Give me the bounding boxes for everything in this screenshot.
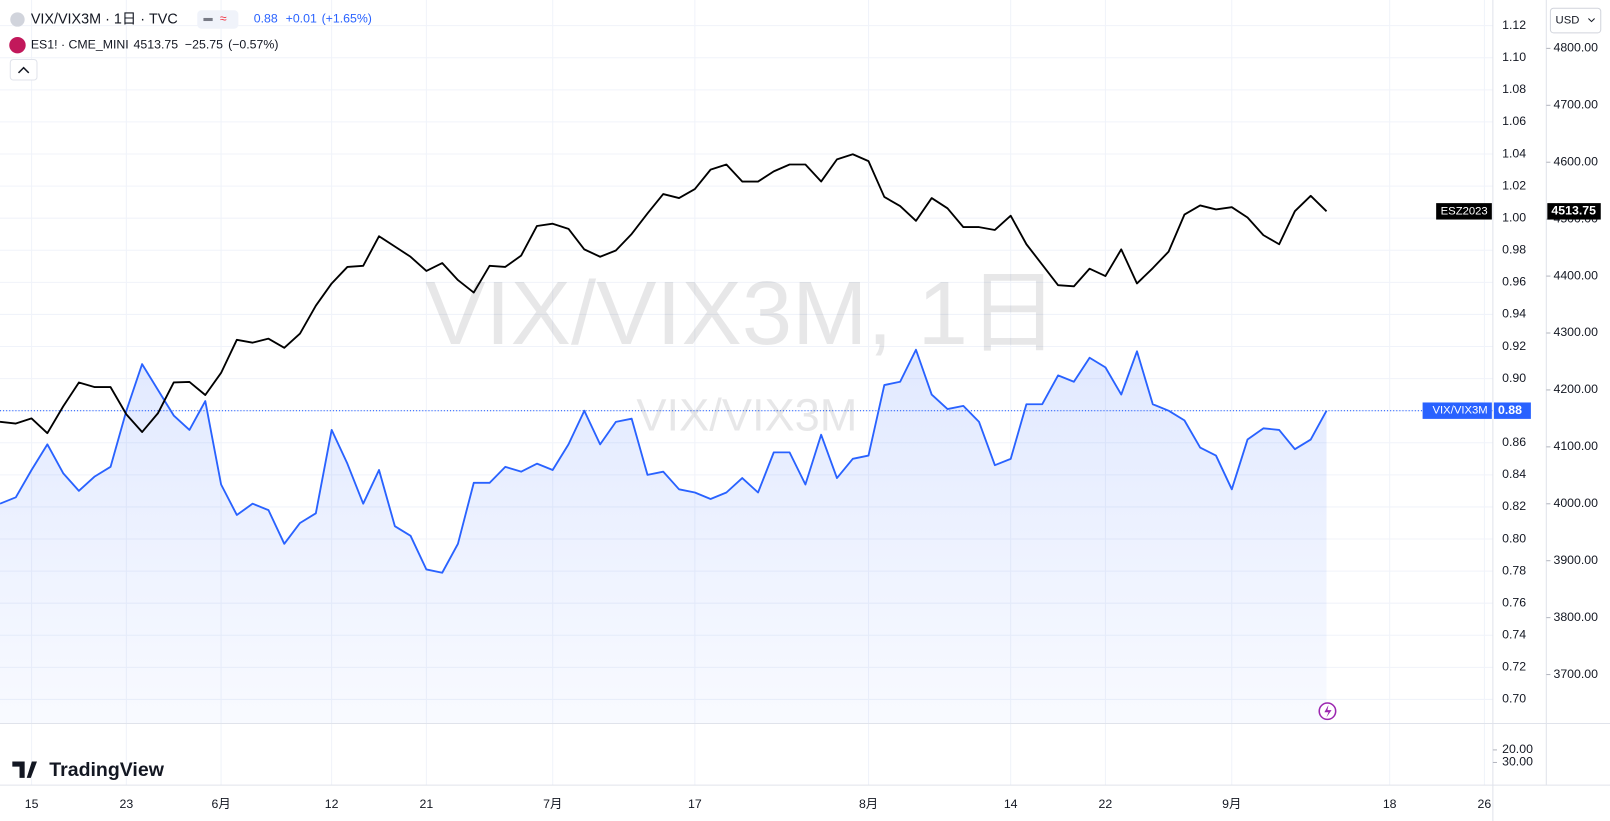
symbol-title: ES1! · CME_MINI (31, 37, 129, 51)
y-tick-label: 1.04 (1502, 146, 1526, 160)
collapse-button[interactable] (9, 59, 38, 81)
y2-tick-label: 4200.00 (1553, 382, 1598, 396)
change: −25.75 (185, 37, 223, 51)
x-tick-label: 9月 (1222, 797, 1241, 811)
x-tick-label: 18 (1383, 797, 1397, 811)
y2-tick-label: 3900.00 (1553, 553, 1598, 567)
logo-icon (12, 761, 37, 778)
change-pct: (+1.65%) (322, 12, 372, 26)
change: +0.01 (286, 12, 317, 26)
y2-tick-label: 4100.00 (1553, 439, 1598, 453)
area-fill (0, 349, 1327, 724)
watermark: VIX/VIX3M, 1日 (425, 263, 1058, 364)
icon (1588, 18, 1595, 23)
y3-tick-label: 30.00 (1502, 755, 1533, 769)
y-tick-label: 1.02 (1502, 178, 1526, 192)
series-badge-name: ESZ2023 (1441, 205, 1488, 217)
y-tick-label: 0.70 (1502, 692, 1526, 706)
y-tick-label: 1.12 (1502, 18, 1526, 32)
last-price: 4513.75 (134, 37, 179, 51)
last-value-badge (1493, 402, 1531, 419)
series-badge-name: VIX/VIX3M (1433, 405, 1488, 417)
y-tick-label: 0.98 (1502, 243, 1526, 257)
x-tick-label: 8月 (859, 797, 878, 811)
y-tick-label: 0.94 (1502, 307, 1526, 321)
watermark-sub: VIX/VIX3M (636, 390, 857, 441)
y-tick-label: 0.78 (1502, 563, 1526, 577)
y2-tick-label: 4000.00 (1553, 496, 1598, 510)
y-tick-label: 0.80 (1502, 531, 1526, 545)
last-value-label: 0.88 (1498, 403, 1522, 417)
x-tick-label: 7月 (543, 797, 562, 811)
change-pct: (−0.57%) (228, 37, 278, 51)
y-tick-label: 0.82 (1502, 499, 1526, 513)
x-tick-label: 23 (119, 797, 133, 811)
symbol-title: VIX/VIX3M · 1日 · TVC (31, 11, 178, 27)
last-value-label: 4513.75 (1551, 204, 1596, 218)
x-tick-label: 26 (1478, 797, 1492, 811)
y2-tick-label: 4300.00 (1553, 325, 1598, 339)
y-tick-label: 0.96 (1502, 275, 1526, 289)
x-tick-label: 15 (25, 797, 39, 811)
icon (17, 66, 30, 74)
series-line (0, 153, 1328, 435)
x-tick-label: 12 (325, 797, 339, 811)
x-tick-label: 6月 (211, 797, 230, 811)
y2-tick-label: 4800.00 (1553, 41, 1598, 55)
last-price: 0.88 (254, 12, 278, 26)
currency: USD (1556, 15, 1580, 27)
y-tick-label: 0.86 (1502, 435, 1526, 449)
plot-area (0, 153, 1493, 724)
icon: ≈ (220, 12, 227, 26)
series-badge (1436, 203, 1492, 220)
y2-tick-label: 3800.00 (1553, 610, 1598, 624)
icon (1324, 705, 1332, 718)
x-tick-label: 17 (688, 797, 702, 811)
y-tick-label: 0.72 (1502, 660, 1526, 674)
y-tick-label: 0.92 (1502, 339, 1526, 353)
currency-button[interactable] (1549, 7, 1602, 34)
y2-tick-label: 4400.00 (1553, 268, 1598, 282)
y2-tick-label: 4600.00 (1553, 154, 1598, 168)
symbol-icon (9, 36, 26, 54)
y-tick-label: 1.00 (1502, 210, 1526, 224)
toggle-button[interactable] (197, 10, 239, 29)
series-badge (1422, 402, 1492, 419)
y-tick-label: 0.76 (1502, 595, 1526, 609)
series-line (0, 348, 1328, 574)
symbol-icon (10, 12, 25, 27)
y3-tick-label: 20.00 (1502, 742, 1533, 756)
y-tick-label: 1.06 (1502, 114, 1526, 128)
last-value-badge (1547, 203, 1601, 220)
logo: TradingView (49, 759, 164, 781)
x-tick-label: 14 (1004, 797, 1018, 811)
y-tick-label: 1.10 (1502, 50, 1526, 64)
y-tick-label: 0.90 (1502, 371, 1526, 385)
y-tick-label: 0.74 (1502, 628, 1526, 642)
y2-tick-label: 4700.00 (1553, 98, 1598, 112)
x-tick-label: 21 (420, 797, 434, 811)
axes: 0.70 0.72 0.74 0.76 0.78 0.80 0.82 0.84 0.86 0.88… (25, 18, 1601, 811)
x-tick-label: 22 (1099, 797, 1113, 811)
y2-tick-label: 3700.00 (1553, 667, 1598, 681)
y-tick-label: 0.84 (1502, 467, 1526, 481)
y-tick-label: 1.08 (1502, 82, 1526, 96)
